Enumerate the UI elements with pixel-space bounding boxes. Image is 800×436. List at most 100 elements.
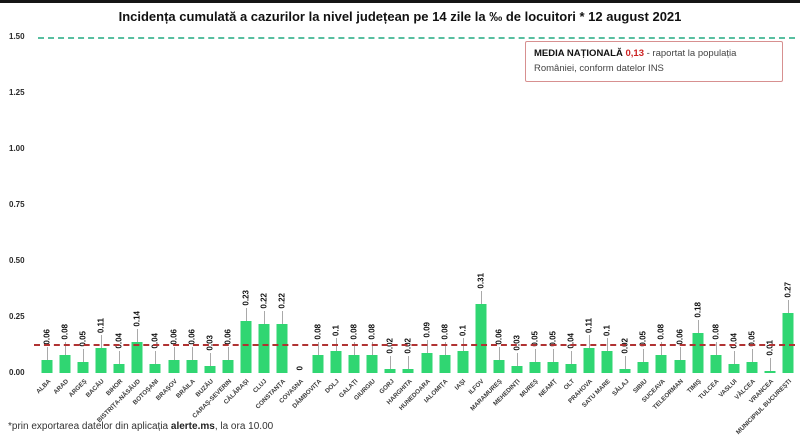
bar: [348, 355, 360, 373]
bar-slot: 0.02 GORJ: [378, 0, 399, 436]
y-axis-tick-label: 0.50: [9, 256, 25, 265]
bar-slot: 0.04 BOTOȘANI: [132, 0, 164, 436]
bar: [746, 362, 758, 373]
national-average-line: [34, 343, 795, 346]
bar-slot: 0.27 MUNICIPIUL BUCUREȘTI: [735, 0, 797, 436]
bar-value-label: 0.08: [60, 324, 70, 340]
bar-whisker: [408, 356, 410, 369]
bar-slot: 0.06 TELEORMAN: [651, 0, 689, 436]
bar-whisker: [498, 347, 500, 360]
bar-slot: 0.05 SIBIU: [631, 0, 652, 436]
bar-whisker: [534, 349, 536, 362]
bar: [457, 351, 469, 373]
bar-value-label: 0.08: [367, 324, 377, 340]
bar-value-label: 0.06: [223, 329, 233, 345]
bar-value-label: 0.06: [42, 329, 52, 345]
bar: [421, 353, 433, 373]
county-label: IAȘI: [454, 378, 468, 392]
reference-line-150: [38, 37, 795, 39]
legend-label: MEDIA NAȚIONALĂ: [534, 48, 623, 59]
bar-whisker: [281, 311, 283, 324]
bar: [402, 369, 414, 373]
bar-whisker: [516, 353, 518, 366]
footnote-suffix: , la ora 10.00: [214, 421, 274, 432]
bar: [601, 351, 613, 373]
bar-slot: 0.23 CĂLĂRAȘI: [223, 0, 255, 436]
bar-whisker: [191, 347, 193, 360]
bar-whisker: [263, 311, 265, 324]
bar: [168, 360, 180, 373]
bar-value-label: 0.06: [494, 329, 504, 345]
bar-value-label: 0.27: [783, 282, 793, 298]
bar: [439, 355, 451, 373]
bar: [692, 333, 704, 373]
bar-value-label: 0.04: [150, 333, 160, 349]
bar-whisker: [715, 342, 717, 355]
bar-value-label: 0.08: [349, 324, 359, 340]
bar: [619, 369, 631, 373]
bar-whisker: [571, 351, 573, 364]
bar-value-label: 0.04: [729, 333, 739, 349]
bar-whisker: [697, 320, 699, 333]
bar-whisker: [679, 347, 681, 360]
bar-slot: 0.08 SUCEAVA: [640, 0, 670, 436]
bar: [41, 360, 53, 373]
bar-whisker: [390, 356, 392, 369]
bar: [149, 364, 161, 373]
bar-slot: 0.03 MEHEDINȚI: [492, 0, 526, 436]
bar-slot: 0.06 BRĂILA: [175, 0, 201, 436]
bar-slot: 0.04 BIHOR: [105, 0, 128, 436]
bar-value-label: 0.06: [169, 329, 179, 345]
bar: [764, 371, 776, 373]
legend-text: - raportat la populația României, confor…: [534, 48, 737, 74]
bar: [330, 351, 342, 373]
bar-value-label: 0.06: [675, 329, 685, 345]
bar: [95, 348, 107, 373]
bar-whisker: [751, 349, 753, 362]
bar: [637, 362, 649, 373]
bar: [222, 360, 234, 373]
bar-value-label: 0.02: [403, 338, 413, 354]
bar: [186, 360, 198, 373]
y-axis-tick-label: 0.75: [9, 200, 25, 209]
bar-slot: 0.08 DÂMBOVIȚA: [291, 0, 327, 436]
bar-slot: 0.05 NEAMȚ: [537, 0, 562, 436]
bar-value-label: 0.02: [385, 338, 395, 354]
bar-whisker: [769, 358, 771, 371]
bar-whisker: [65, 342, 67, 355]
bar-value-label: 0.04: [114, 333, 124, 349]
bar-value-label: 0.1: [602, 324, 612, 336]
bar-whisker: [101, 335, 103, 348]
bar-value-label: 0.23: [241, 290, 251, 306]
bar: [529, 362, 541, 373]
bar-whisker: [480, 291, 482, 304]
y-axis-tick-label: 1.25: [9, 88, 25, 97]
bar-slot: 0.03 BUZĂU: [194, 0, 219, 436]
county-label: OLT: [562, 378, 577, 392]
bar: [59, 355, 71, 373]
bar-value-label: 0.08: [711, 324, 721, 340]
bar-value-label: 0.09: [422, 322, 432, 338]
bar: [276, 324, 288, 373]
y-axis-tick-label: 1.50: [9, 32, 25, 41]
bar-whisker: [444, 342, 446, 355]
bar-slot: 0.06 ALBA: [34, 0, 56, 436]
bar-value-label: 0.31: [476, 273, 486, 289]
bar-value-label: 0.11: [96, 317, 106, 333]
bar-whisker: [354, 342, 356, 355]
bar-whisker: [47, 347, 49, 360]
bar-whisker: [209, 353, 211, 366]
bar: [240, 321, 252, 373]
bar-value-label: 0.22: [277, 293, 287, 309]
bar-slot: 0.08 GALAȚI: [338, 0, 363, 436]
bar-slot: 0 COVASNA: [278, 0, 309, 436]
bar-slot: 0.01 VRANCEA: [748, 0, 779, 436]
bar-slot: 0.22 CLUJ: [252, 0, 273, 436]
bar-whisker: [661, 342, 663, 355]
county-label: ALBA: [34, 378, 52, 396]
bar-whisker: [426, 340, 428, 353]
legend-value: 0,13: [625, 48, 644, 59]
bar: [366, 355, 378, 373]
bar: [674, 360, 686, 373]
